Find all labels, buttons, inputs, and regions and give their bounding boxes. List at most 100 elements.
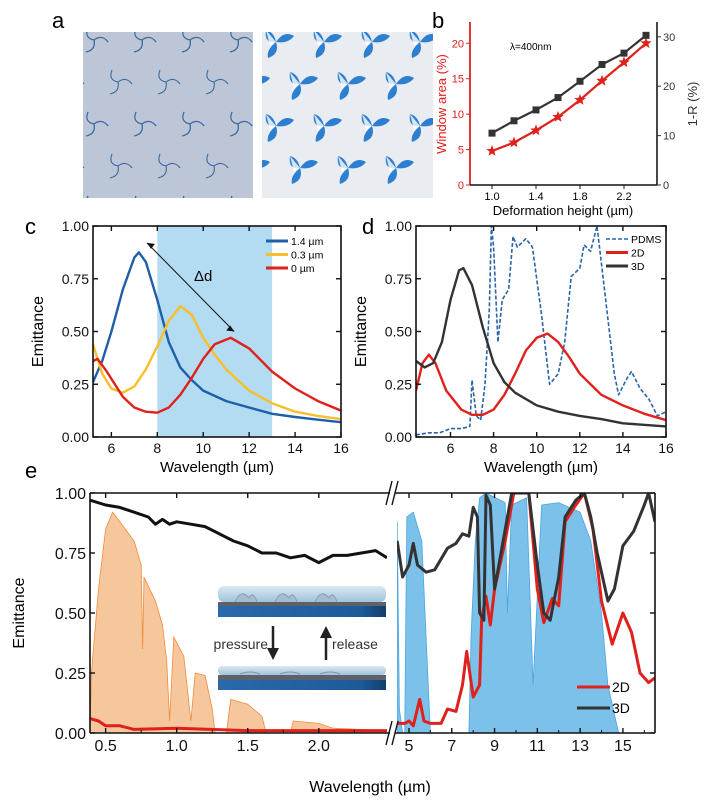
data-point-square (598, 60, 606, 68)
legend-label: 3D (631, 261, 645, 273)
x-tick-label: 8 (490, 440, 498, 456)
data-point-star (574, 94, 586, 105)
x-tick-label: 6 (447, 440, 455, 456)
series-group (93, 251, 341, 424)
y-tick-label: 0.00 (385, 429, 412, 445)
data-point-star (596, 74, 608, 86)
y-axis-title-right: 1-R (%) (685, 82, 700, 127)
arrow-up-icon (320, 626, 332, 660)
y-tick-label: 0 (458, 180, 464, 192)
y-tick-label: 0.00 (62, 429, 89, 445)
x-tick-label: 10 (195, 440, 211, 456)
solar-spectrum-area (90, 511, 387, 733)
x-tick-label: 10 (529, 440, 545, 456)
x-tick-label: 2.0 (308, 738, 330, 755)
pressure-label: pressure (214, 636, 269, 652)
data-point-star (640, 37, 652, 49)
y-tick-label: 0.25 (385, 376, 412, 392)
y-axis-title: Emittance (11, 577, 28, 648)
axis-break-mark (385, 720, 393, 746)
delta-d-arrow (146, 242, 235, 332)
x-tick-label: 11 (529, 738, 546, 755)
x-tick-label: 0.5 (95, 738, 117, 755)
delta-d-annotation: Δd (194, 268, 212, 285)
x-tick-label: 12 (572, 440, 588, 456)
axis-break-mark (385, 480, 393, 506)
x-axis-title: Wavelength (µm) (160, 459, 274, 476)
data-point-star (530, 124, 542, 136)
series-line-right (491, 34, 647, 135)
x-tick-label: 14 (287, 440, 303, 456)
legend-label: 2D (612, 679, 630, 695)
series-line-14m (93, 251, 341, 424)
series-line-PDMS (416, 226, 666, 436)
panel-a: a (52, 8, 433, 198)
series-line-3D (416, 267, 666, 428)
atmospheric-window-band (157, 226, 273, 437)
x-tick-label: 16 (658, 440, 674, 456)
y-tick-label: 1.00 (55, 486, 86, 503)
y-tick-label: 0.75 (385, 271, 412, 287)
axis-break-mark (391, 480, 399, 506)
x-tick-label: 1.8 (572, 191, 587, 203)
panel-c: c 6 8 10 12 14 16 0.00 0.25 0.50 0.75 1.00 Wavelengt… (25, 214, 349, 476)
flat-swirl-pattern (83, 32, 253, 198)
legend-label: PDMS (631, 234, 661, 246)
x-tick-label: 8 (153, 440, 161, 456)
inset-2d-layer (218, 666, 386, 690)
legend-label: 1.4 µm (291, 236, 324, 248)
legend-label: 3D (612, 700, 630, 716)
x-tick-label: 12 (241, 440, 257, 456)
data-point-square (576, 77, 584, 85)
x-tick-label: 16 (333, 440, 349, 456)
inset-schematic: pressure release (214, 586, 386, 690)
y-tick-label: 0.00 (55, 726, 86, 743)
data-point-square (532, 106, 540, 114)
x-tick-label: 5 (405, 738, 414, 755)
atmospheric-transmittance-area (397, 493, 655, 733)
series-line-left (491, 42, 647, 153)
release-label: release (332, 636, 378, 652)
inset-3d-layer (218, 586, 386, 617)
x-tick-label: 1.5 (237, 738, 259, 755)
panel-e: e 0.5 1.0 1.5 2.0 5 7 9 11 13 15 0.00 0.25 0.50 0.75 1.… (11, 458, 656, 796)
data-point-square (488, 129, 496, 137)
y-tick-label: 15 (452, 74, 464, 86)
x-tick-label: 1.0 (166, 738, 188, 755)
x-tick-label: 7 (447, 738, 456, 755)
deformed-pinwheel-pattern (262, 32, 433, 198)
y-tick-label: 5 (458, 145, 464, 157)
y-tick-label: 20 (452, 38, 464, 50)
panel-b: b 1.0 1.4 1.8 2.2 0 5 10 15 20 0 10 20 30 Deformation … (432, 8, 700, 218)
panel-label-b: b (432, 8, 444, 33)
series-line-0m (93, 336, 341, 414)
series-line-segment0 (90, 717, 387, 733)
data-point-square (620, 49, 628, 57)
panel-label-e: e (25, 458, 37, 483)
series-line-3D (397, 493, 655, 622)
y-axis-title: Emittance (30, 296, 47, 367)
data-point-star (508, 136, 520, 148)
y-tick-right-label: 0 (663, 180, 669, 192)
data-point-square (510, 117, 518, 125)
x-tick-label: 15 (614, 738, 632, 755)
y-tick-right-label: 10 (663, 131, 675, 143)
y-tick-label: 1.00 (385, 218, 412, 234)
panel-d: d 6 8 10 12 14 16 0.00 0.25 0.50 0.75 1.00 Wavelengt… (353, 214, 674, 476)
y-axis-title: Emittance (353, 296, 370, 367)
y-axis-title-left: Window area (%) (434, 54, 449, 154)
legend-label: 2D (631, 248, 645, 260)
y-tick-label: 0.50 (55, 606, 86, 623)
data-point-star (618, 56, 630, 68)
series-group (416, 226, 666, 436)
panel-label-c: c (25, 214, 36, 239)
y-tick-label: 1.00 (62, 218, 89, 234)
arrow-down-icon (267, 626, 279, 660)
arrow-head-end (226, 325, 235, 332)
x-tick-label: 6 (107, 440, 115, 456)
panel-label-a: a (52, 8, 65, 33)
y-tick-label: 10 (452, 109, 464, 121)
arrow-head-start (146, 242, 155, 249)
